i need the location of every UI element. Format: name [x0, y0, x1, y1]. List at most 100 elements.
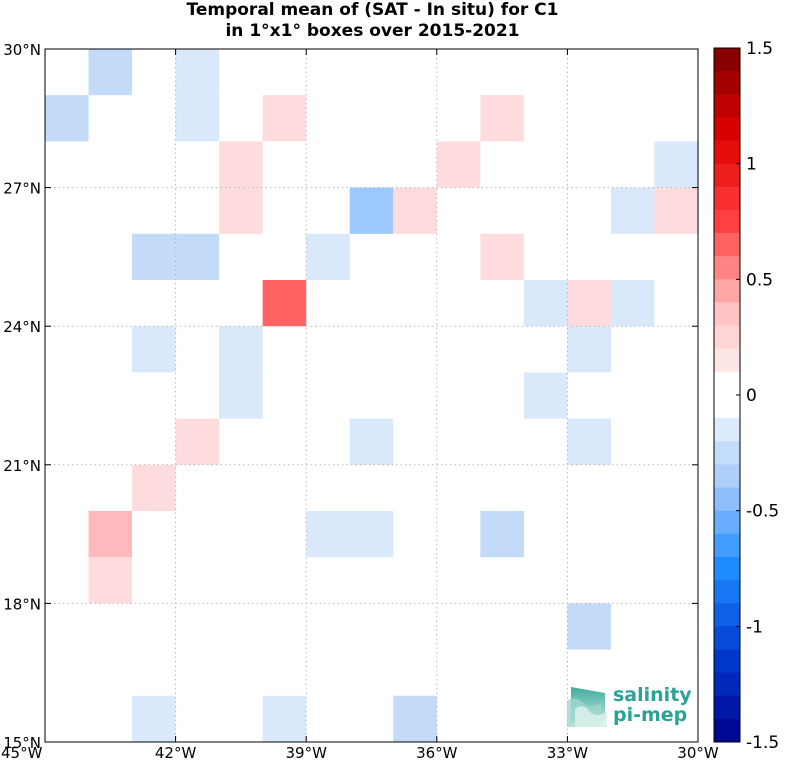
- heatmap-cell: [219, 187, 263, 234]
- heatmap-cell: [567, 418, 611, 465]
- wave-logo-icon: [567, 687, 607, 727]
- colorbar-segment: [714, 48, 740, 72]
- x-tick-label: 45°W: [1, 744, 43, 762]
- plot-frame: [44, 48, 699, 743]
- colorbar-segment: [714, 233, 740, 257]
- colorbar-segment: [714, 487, 740, 512]
- colorbar-segment: [714, 580, 740, 604]
- heatmap-cell: [175, 233, 220, 280]
- chart-title: Temporal mean of (SAT - In situ) for C1 …: [0, 0, 745, 42]
- heatmap-cell: [132, 464, 176, 511]
- colorbar: 1.5 1 0.5 0 -0.5 -1 -1.5: [713, 39, 779, 753]
- heatmap-cell: [219, 326, 263, 373]
- colorbar-segment: [714, 371, 740, 396]
- heatmap-cell: [262, 95, 307, 142]
- colorbar-segment: [714, 649, 740, 674]
- colorbar-segment: [714, 279, 740, 303]
- colorbar-segment: [714, 464, 740, 489]
- colorbar-tick-label: 1.5: [746, 39, 773, 59]
- colorbar-segment: [714, 117, 740, 142]
- colorbar-segment: [714, 71, 740, 95]
- heatmap-cell: [480, 511, 524, 558]
- x-tick-label: 33°W: [547, 744, 589, 762]
- x-tick-label: 42°W: [155, 744, 197, 762]
- heatmap-cell: [262, 695, 307, 742]
- colorbar-segment: [714, 302, 740, 327]
- colorbar-tick-label: 0: [746, 386, 757, 406]
- colorbar-tick-label: -0.5: [746, 502, 779, 522]
- colorbar-segment: [714, 418, 740, 442]
- heatmap-cell: [567, 326, 611, 373]
- heatmap-cell: [567, 280, 611, 327]
- colorbar-segment: [714, 325, 740, 350]
- colorbar-segment: [714, 140, 740, 165]
- title-line-2: in 1°x1° boxes over 2015-2021: [225, 21, 520, 41]
- heatmap-cell: [175, 95, 220, 142]
- heatmap-cell: [480, 233, 524, 280]
- colorbar-segment: [714, 441, 740, 465]
- heatmap-cells: [45, 49, 698, 742]
- salinity-pi-mep-logo: salinity pi-mep: [565, 683, 695, 731]
- colorbar-segment: [714, 348, 740, 373]
- title-line-1: Temporal mean of (SAT - In situ) for C1: [186, 0, 559, 20]
- heatmap-cell: [88, 557, 133, 604]
- colorbar-segment: [714, 556, 740, 581]
- heatmap-cell: [175, 49, 220, 96]
- heatmap-cell: [306, 233, 350, 280]
- y-tick-label: 24°N: [3, 318, 41, 336]
- colorbar-segment: [714, 256, 740, 280]
- colorbar-segment: [714, 718, 740, 743]
- y-tick-label: 27°N: [3, 180, 41, 198]
- y-tick-label: 30°N: [3, 41, 41, 59]
- logo-text-salinity: salinity: [613, 684, 692, 706]
- heatmap-cell: [610, 187, 655, 234]
- colorbar-segment: [714, 395, 740, 419]
- x-tick-label: 39°W: [285, 744, 327, 762]
- heatmap-cell: [480, 95, 524, 142]
- heatmap-cell: [219, 372, 263, 419]
- y-tick-label: 21°N: [3, 457, 41, 475]
- heatmap-cell: [132, 233, 176, 280]
- colorbar-tick-label: 0.5: [746, 270, 773, 290]
- colorbar-segment: [714, 695, 740, 720]
- heatmap-cell: [306, 511, 350, 558]
- axis-ticks: 45°W 42°W 39°W 36°W 33°W 30°W 15°N 18°N 21°N 24°N…: [1, 41, 719, 762]
- heatmap-cell: [349, 187, 394, 234]
- colorbar-segment: [714, 94, 740, 118]
- heatmap-cell: [393, 695, 437, 742]
- colorbar-segment: [714, 510, 740, 535]
- colorbar-segment: [714, 163, 740, 188]
- heatmap-cell: [262, 280, 307, 327]
- heatmap-cell: [349, 511, 394, 558]
- heatmap-cell: [132, 695, 176, 742]
- grid-lines: [45, 49, 698, 742]
- heatmap-cell: [88, 511, 133, 558]
- heatmap-cell: [88, 49, 133, 96]
- heatmap-cell: [436, 141, 481, 188]
- heatmap-cell: [523, 372, 568, 419]
- heatmap-cell: [523, 280, 568, 327]
- colorbar-tick-label: -1: [746, 617, 763, 637]
- heatmap-cell: [219, 141, 263, 188]
- heatmap-cell: [610, 280, 655, 327]
- colorbar-segment: [714, 603, 740, 627]
- x-tick-label: 36°W: [416, 744, 458, 762]
- heatmap-cell: [132, 326, 176, 373]
- heatmap-cell: [654, 141, 698, 188]
- x-tick-label: 30°W: [677, 744, 719, 762]
- colorbar-segment: [714, 626, 740, 650]
- heatmap-cell: [45, 95, 89, 142]
- colorbar-tick-label: 1: [746, 155, 757, 175]
- colorbar-segment: [714, 533, 740, 558]
- heatmap-cell: [393, 187, 437, 234]
- logo-text-pi-mep: pi-mep: [613, 704, 688, 726]
- colorbar-segment: [714, 672, 740, 697]
- heatmap-cell: [654, 187, 698, 234]
- y-tick-label: 15°N: [3, 734, 41, 752]
- heatmap-cell: [567, 603, 611, 650]
- colorbar-segment: [714, 209, 740, 234]
- y-tick-label: 18°N: [3, 595, 41, 613]
- heatmap-cell: [175, 418, 220, 465]
- colorbar-tick-label: -1.5: [746, 733, 779, 753]
